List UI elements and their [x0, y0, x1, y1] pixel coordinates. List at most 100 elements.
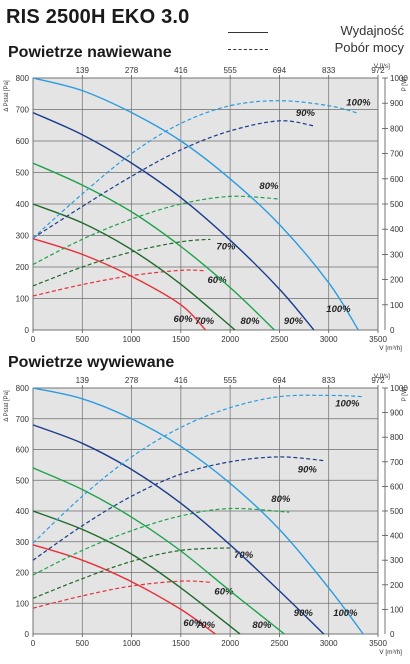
pressure-curve-label: 90% — [294, 608, 314, 619]
x2-axis-title: V [l/s] — [374, 63, 390, 70]
power-curve-80pct — [32, 195, 280, 266]
x2-tick-label: 278 — [125, 66, 139, 75]
x-tick-label: 0 — [31, 639, 36, 648]
pressure-curve-label: 70% — [195, 316, 215, 327]
pressure-curve-label: 100% — [333, 608, 358, 619]
x2-tick-label: 555 — [223, 376, 237, 385]
x2-tick-label: 416 — [174, 66, 188, 75]
y-axis-title: Δ Pstat [Pa] — [4, 390, 10, 422]
y-tick-label: 500 — [16, 169, 30, 178]
legend-dashed-line — [228, 49, 268, 50]
y-tick-label: 200 — [16, 569, 30, 578]
y2-tick-label: 500 — [390, 200, 404, 209]
x2-tick-label: 416 — [174, 376, 188, 385]
legend-solid-line — [228, 32, 268, 33]
pressure-curve-label: 70% — [196, 620, 216, 631]
y-tick-label: 300 — [16, 232, 30, 241]
y-tick-label: 0 — [25, 326, 30, 335]
x-tick-label: 0 — [31, 335, 36, 344]
y2-tick-label: 700 — [390, 458, 404, 467]
power-curve-label: 60% — [214, 586, 234, 597]
pressure-curve-80pct — [32, 467, 285, 635]
x2-tick-label: 278 — [125, 376, 139, 385]
chart-supply-air: 0 500 1000 1500 2000 2500 3000 3500100200300400… — [4, 63, 408, 352]
power-curve-100pct — [32, 100, 359, 239]
pressure-curve-60pct — [32, 238, 207, 331]
x2-axis-title: V [l/s] — [374, 373, 390, 380]
pressure-curve-label: 60% — [183, 618, 203, 629]
power-curve-80pct — [32, 507, 290, 576]
y-tick-label: 400 — [16, 507, 30, 516]
x-tick-label: 3000 — [320, 639, 338, 648]
y2-tick-label: 100 — [390, 301, 404, 310]
pressure-curve-90pct — [32, 111, 315, 331]
x-tick-label: 3000 — [320, 335, 338, 344]
power-curve-label: 80% — [271, 494, 291, 505]
y2-tick-label: 1000 — [390, 384, 408, 393]
y2-tick-label: 0 — [390, 630, 395, 639]
y-tick-label: 300 — [16, 538, 30, 547]
y2-tick-label: 200 — [390, 581, 404, 590]
pressure-curve-label: 60% — [174, 314, 194, 325]
x2-tick-label: 833 — [322, 66, 336, 75]
y2-tick-label: 100 — [390, 605, 404, 614]
y2-tick-label: 0 — [390, 326, 395, 335]
x-tick-label: 1000 — [123, 639, 141, 648]
y-tick-label: 700 — [16, 415, 30, 424]
power-curve-90pct — [32, 456, 324, 561]
legend-label-efficiency: Wydajność — [340, 23, 404, 38]
y-tick-label: 200 — [16, 263, 30, 272]
x-tick-label: 3500 — [369, 639, 387, 648]
x-tick-label: 1000 — [123, 335, 141, 344]
power-curve-60pct — [32, 269, 206, 297]
y2-axis-title: P [W] — [402, 76, 408, 91]
pressure-curve-label: 80% — [241, 316, 261, 327]
section-title-supply: Powietrze nawiewane — [8, 44, 172, 61]
x-tick-label: 2500 — [271, 639, 289, 648]
power-curve-label: 80% — [259, 181, 279, 192]
chart-exhaust-air: 0 500 1000 1500 2000 2500 3000 3500100200300400… — [4, 373, 408, 656]
y2-tick-label: 400 — [390, 225, 404, 234]
y2-tick-label: 600 — [390, 482, 404, 491]
y2-tick-label: 900 — [390, 409, 404, 418]
x2-tick-label: 139 — [76, 66, 90, 75]
x-tick-label: 3500 — [369, 335, 387, 344]
page-title: RIS 2500H EKO 3.0 — [6, 6, 190, 28]
y2-tick-label: 300 — [390, 556, 404, 565]
x-tick-label: 2500 — [271, 335, 289, 344]
pressure-curve-label: 80% — [252, 620, 272, 631]
y-tick-label: 100 — [16, 599, 30, 608]
x-tick-label: 500 — [76, 639, 90, 648]
pressure-curve-90pct — [32, 424, 325, 635]
y2-tick-label: 300 — [390, 250, 404, 259]
power-curve-70pct — [32, 238, 211, 287]
y-tick-label: 800 — [16, 74, 30, 83]
y-tick-label: 800 — [16, 384, 30, 393]
y2-tick-label: 500 — [390, 507, 404, 516]
power-curve-70pct — [32, 547, 231, 599]
pressure-curve-70pct — [32, 203, 236, 331]
y-tick-label: 100 — [16, 295, 30, 304]
pressure-curve-80pct — [32, 162, 275, 331]
power-curve-60pct — [32, 580, 211, 609]
y2-tick-label: 800 — [390, 124, 404, 133]
legend: Wydajność Pobór mocy — [228, 20, 406, 60]
x2-tick-label: 694 — [273, 376, 287, 385]
x-tick-label: 1500 — [172, 335, 190, 344]
pressure-curve-60pct — [32, 544, 216, 635]
power-curve-label: 70% — [216, 241, 236, 252]
pressure-curve-label: 90% — [284, 316, 304, 327]
x2-tick-label: 972 — [371, 66, 385, 75]
y2-tick-label: 900 — [390, 99, 404, 108]
y-tick-label: 700 — [16, 106, 30, 115]
section-title-exhaust: Powietrze wywiewane — [8, 354, 175, 371]
power-curve-label: 60% — [208, 275, 228, 286]
y-tick-label: 400 — [16, 200, 30, 209]
x2-tick-label: 694 — [273, 66, 287, 75]
power-curve-label: 90% — [296, 108, 316, 119]
pressure-curve-100pct — [32, 77, 359, 331]
y2-tick-label: 1000 — [390, 74, 408, 83]
x-tick-label: 1500 — [172, 639, 190, 648]
y2-tick-label: 600 — [390, 175, 404, 184]
y-axis-title: Δ Pstat [Pa] — [4, 80, 10, 112]
